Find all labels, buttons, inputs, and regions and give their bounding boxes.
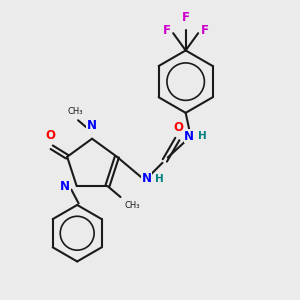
Text: H: H: [198, 131, 207, 141]
Text: N: N: [184, 130, 194, 142]
Text: CH₃: CH₃: [68, 107, 83, 116]
Text: H: H: [155, 174, 164, 184]
Text: O: O: [173, 121, 183, 134]
Text: O: O: [45, 129, 55, 142]
Text: CH₃: CH₃: [124, 201, 140, 210]
Text: N: N: [60, 179, 70, 193]
Text: N: N: [87, 119, 97, 132]
Text: F: F: [200, 24, 208, 37]
Text: N: N: [141, 172, 152, 185]
Text: F: F: [182, 11, 190, 24]
Text: F: F: [163, 24, 171, 37]
